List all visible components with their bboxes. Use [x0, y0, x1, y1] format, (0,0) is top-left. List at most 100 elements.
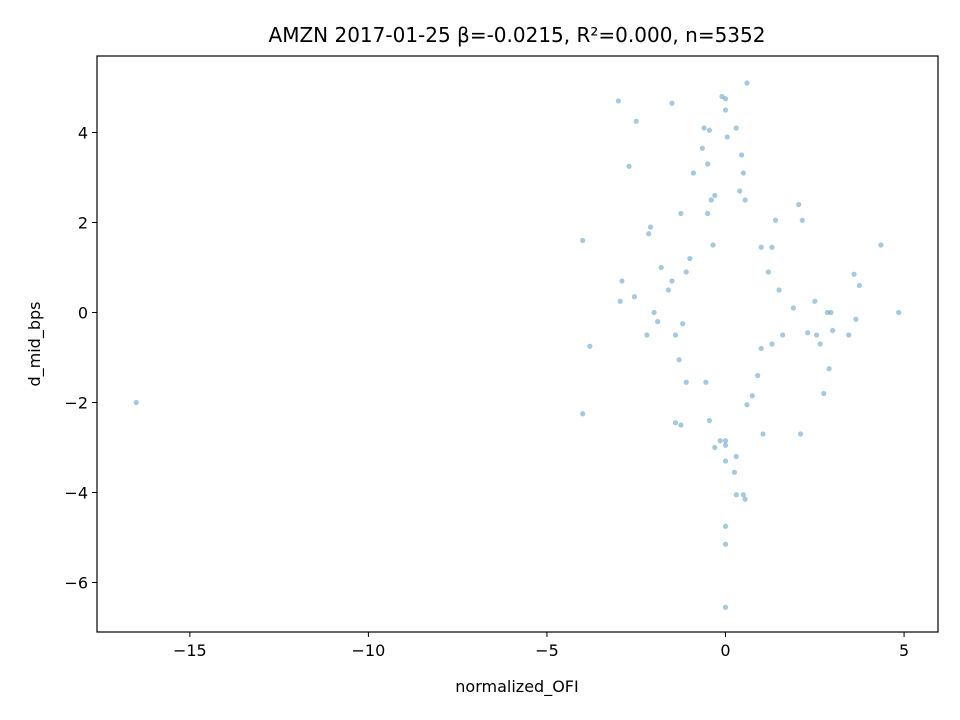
data-point: [658, 264, 664, 271]
data-point: [665, 287, 671, 293]
data-point: [647, 224, 654, 230]
data-point: [690, 170, 696, 176]
data-point: [830, 327, 836, 334]
data-point: [740, 492, 746, 498]
data-point: [813, 332, 820, 338]
data-point: [680, 321, 686, 327]
data-point: [587, 343, 593, 349]
data-point: [651, 309, 657, 316]
data-point: [580, 411, 586, 417]
data-point: [846, 332, 852, 338]
data-point: [712, 444, 718, 451]
data-points: [133, 80, 902, 610]
data-point: [701, 125, 707, 131]
data-point: [683, 379, 689, 385]
data-point: [769, 244, 775, 250]
data-point: [796, 201, 802, 208]
data-point: [631, 294, 638, 300]
y-tick-label: −6: [64, 574, 88, 593]
data-point: [706, 127, 713, 133]
data-point: [731, 469, 738, 475]
data-point: [744, 402, 750, 408]
data-point: [878, 242, 884, 248]
x-tick-label: −10: [352, 641, 386, 660]
data-point: [856, 282, 863, 289]
y-axis-ticks: −6 −4 −2 0 2 4: [64, 124, 97, 593]
data-point: [717, 438, 723, 444]
y-tick-label: 0: [78, 304, 88, 323]
x-tick-label: 0: [720, 641, 730, 660]
data-point: [722, 96, 729, 102]
data-point: [683, 269, 689, 275]
data-point: [706, 417, 713, 424]
y-tick-label: 4: [78, 124, 88, 143]
x-tick-label: 5: [899, 641, 909, 660]
data-point: [676, 357, 682, 363]
data-point: [712, 192, 718, 199]
y-axis-label: d_mid_bps: [25, 302, 45, 387]
data-point: [722, 442, 729, 448]
data-point: [626, 163, 632, 169]
data-point: [708, 197, 714, 203]
data-point: [669, 278, 675, 284]
data-point: [744, 80, 750, 86]
data-point: [722, 438, 729, 444]
data-point: [853, 316, 859, 322]
data-point: [619, 278, 625, 284]
data-point: [678, 422, 684, 428]
x-axis-ticks: −15 −10 −5 0 5: [173, 632, 909, 660]
data-point: [812, 298, 818, 304]
data-point: [769, 341, 775, 347]
data-point: [733, 125, 739, 131]
data-point: [672, 420, 679, 426]
data-point: [821, 390, 827, 397]
y-tick-label: −2: [64, 394, 88, 413]
data-point: [669, 100, 675, 106]
data-point: [580, 237, 586, 244]
data-point: [678, 210, 684, 217]
data-point: [722, 107, 729, 113]
data-point: [699, 145, 705, 151]
x-tick-label: −15: [173, 641, 207, 660]
data-point: [772, 217, 779, 223]
data-point: [722, 541, 729, 547]
data-point: [733, 453, 739, 460]
data-point: [719, 93, 725, 100]
data-point: [740, 170, 746, 176]
data-point: [705, 210, 711, 217]
data-point: [633, 118, 639, 124]
data-point: [738, 152, 745, 158]
data-point: [615, 98, 621, 104]
data-point: [742, 197, 748, 203]
plot-frame: [96, 55, 939, 633]
data-point: [655, 318, 661, 325]
data-point: [824, 309, 830, 316]
data-point: [722, 458, 729, 464]
y-tick-label: 2: [78, 214, 88, 233]
data-point: [722, 523, 729, 529]
data-point: [646, 231, 652, 237]
data-point: [737, 188, 743, 194]
data-point: [790, 305, 796, 311]
data-point: [797, 431, 804, 437]
data-point: [710, 242, 716, 248]
data-point: [758, 244, 764, 250]
data-point: [817, 341, 823, 347]
y-tick-label: −4: [64, 484, 88, 503]
data-point: [133, 399, 139, 406]
data-point: [749, 393, 755, 399]
data-point: [780, 332, 786, 338]
data-point: [705, 161, 711, 167]
data-point: [776, 287, 782, 293]
data-point: [826, 366, 832, 372]
data-point: [799, 217, 805, 223]
data-point: [724, 134, 730, 140]
data-point: [617, 298, 623, 304]
data-point: [722, 604, 729, 610]
data-point: [644, 332, 650, 338]
x-tick-label: −5: [535, 641, 559, 660]
data-point: [760, 431, 766, 437]
data-point: [828, 309, 834, 316]
